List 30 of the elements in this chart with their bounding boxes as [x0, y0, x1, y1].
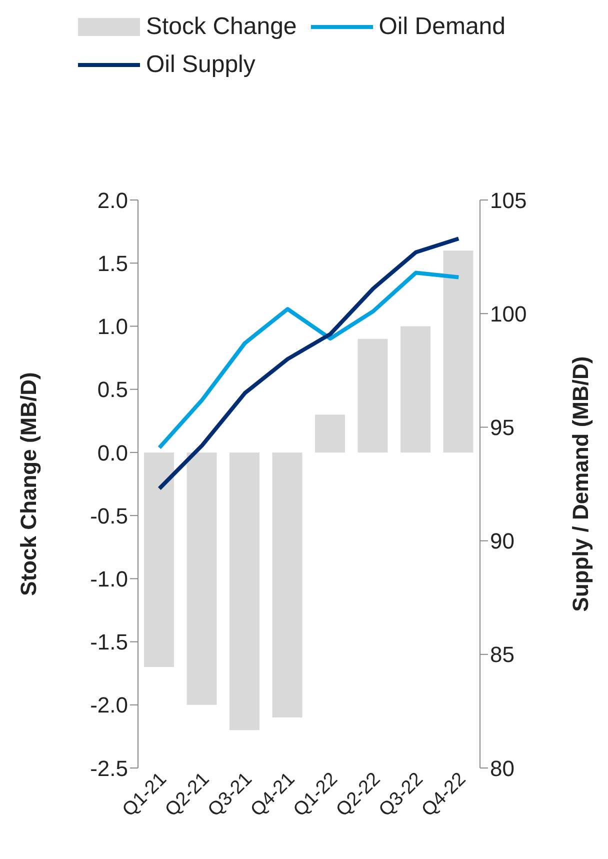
y2-tick-label: 80: [490, 756, 514, 781]
y-tick-label: 0.5: [97, 377, 128, 402]
bar: [315, 414, 345, 452]
bar: [186, 452, 217, 705]
bar: [272, 452, 302, 718]
y-tick-label: -2.0: [90, 692, 128, 718]
y2-tick-label: 90: [490, 528, 514, 554]
y-tick-label: 1.0: [97, 314, 128, 340]
bar: [358, 338, 388, 452]
y-tick-label: 0.0: [97, 440, 128, 466]
y-tick-label: -1.5: [90, 630, 128, 655]
bar: [400, 326, 430, 452]
y-tick-label: 2.0: [97, 188, 128, 213]
y-tick-label: 1.5: [97, 250, 128, 276]
y-axis-title: Stock Change (MB/D): [16, 372, 41, 596]
legend-label: Oil Supply: [146, 50, 256, 80]
line-series: [157, 236, 461, 491]
legend-label: Stock Change: [146, 12, 297, 42]
y2-tick-label: 100: [490, 301, 527, 326]
y2-tick-label: 95: [490, 415, 514, 440]
bar: [230, 452, 260, 730]
y-tick-label: -0.5: [90, 503, 128, 528]
bar: [144, 452, 174, 668]
y2-axis-title: Supply / Demand (MB/D): [568, 356, 593, 612]
y2-tick-label: 85: [490, 642, 514, 668]
legend-label: Oil Demand: [378, 12, 506, 42]
line-series: [157, 270, 461, 450]
y2-tick-label: 105: [490, 188, 527, 213]
bar: [443, 250, 474, 452]
y-tick-label: -1.0: [90, 566, 128, 592]
